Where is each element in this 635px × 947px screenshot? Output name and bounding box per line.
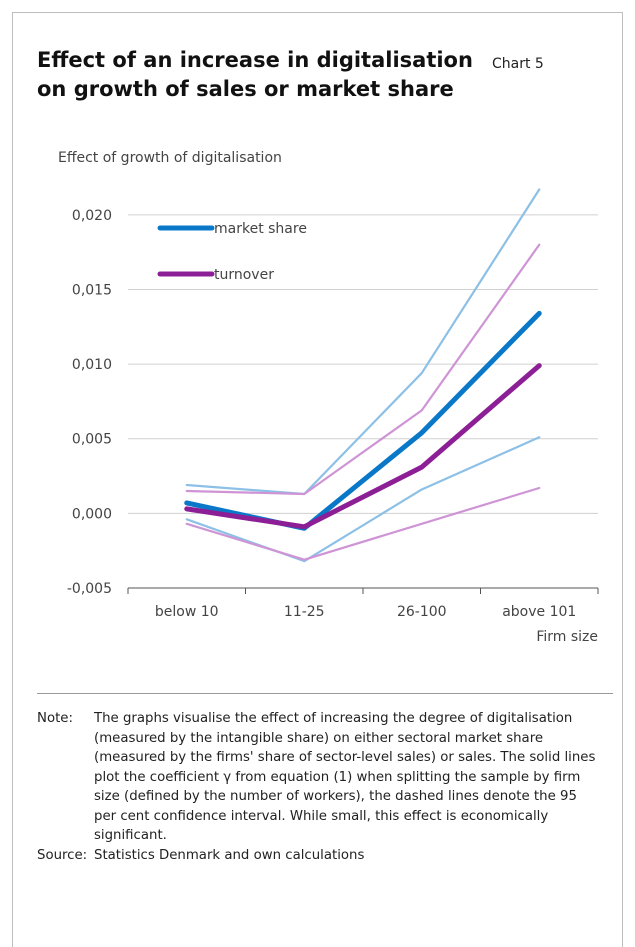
series-line-confidence	[185, 436, 541, 563]
x-tick-label: below 10	[155, 604, 219, 620]
source-text: Statistics Denmark and own calculations	[94, 847, 365, 863]
x-axis-label: Firm size	[536, 629, 598, 645]
legend-label: turnover	[214, 267, 274, 283]
x-tick-label: 26-100	[397, 604, 447, 620]
note-row: Note: The graphs visualise the effect of…	[37, 709, 617, 846]
y-tick-label: 0,005	[72, 432, 112, 448]
series-line-confidence	[185, 188, 541, 496]
y-tick-label: 0,015	[72, 282, 112, 298]
note-label: Note:	[37, 711, 73, 726]
y-tick-label: 0,010	[72, 357, 112, 373]
note-text: The graphs visualise the effect of incre…	[94, 711, 596, 843]
source-label: Source:	[37, 847, 88, 863]
y-axis-label: Effect of growth of digitalisation	[58, 150, 282, 166]
x-tick-label: 11-25	[284, 604, 325, 620]
legend-label: market share	[214, 221, 307, 237]
series-line-confidence	[185, 486, 541, 561]
chart-number: Chart 5	[492, 56, 544, 72]
y-tick-label: 0,020	[72, 208, 112, 224]
y-tick-label: -0,005	[67, 581, 112, 597]
y-tick-label: 0,000	[72, 506, 112, 522]
notes-section: Note: The graphs visualise the effect of…	[37, 709, 617, 865]
divider	[37, 693, 613, 694]
series-line-estimate	[184, 363, 542, 530]
x-tick-label: above 101	[502, 604, 576, 620]
chart-frame	[12, 12, 623, 947]
chart-title: Effect of an increase in digitalisation …	[37, 48, 473, 101]
source-row: Source: Statistics Denmark and own calcu…	[37, 846, 617, 866]
line-chart: -0,005 0,000 0,005 0,010 0,015 0,020 below 10 1…	[67, 188, 599, 645]
series-line-confidence	[185, 243, 541, 496]
